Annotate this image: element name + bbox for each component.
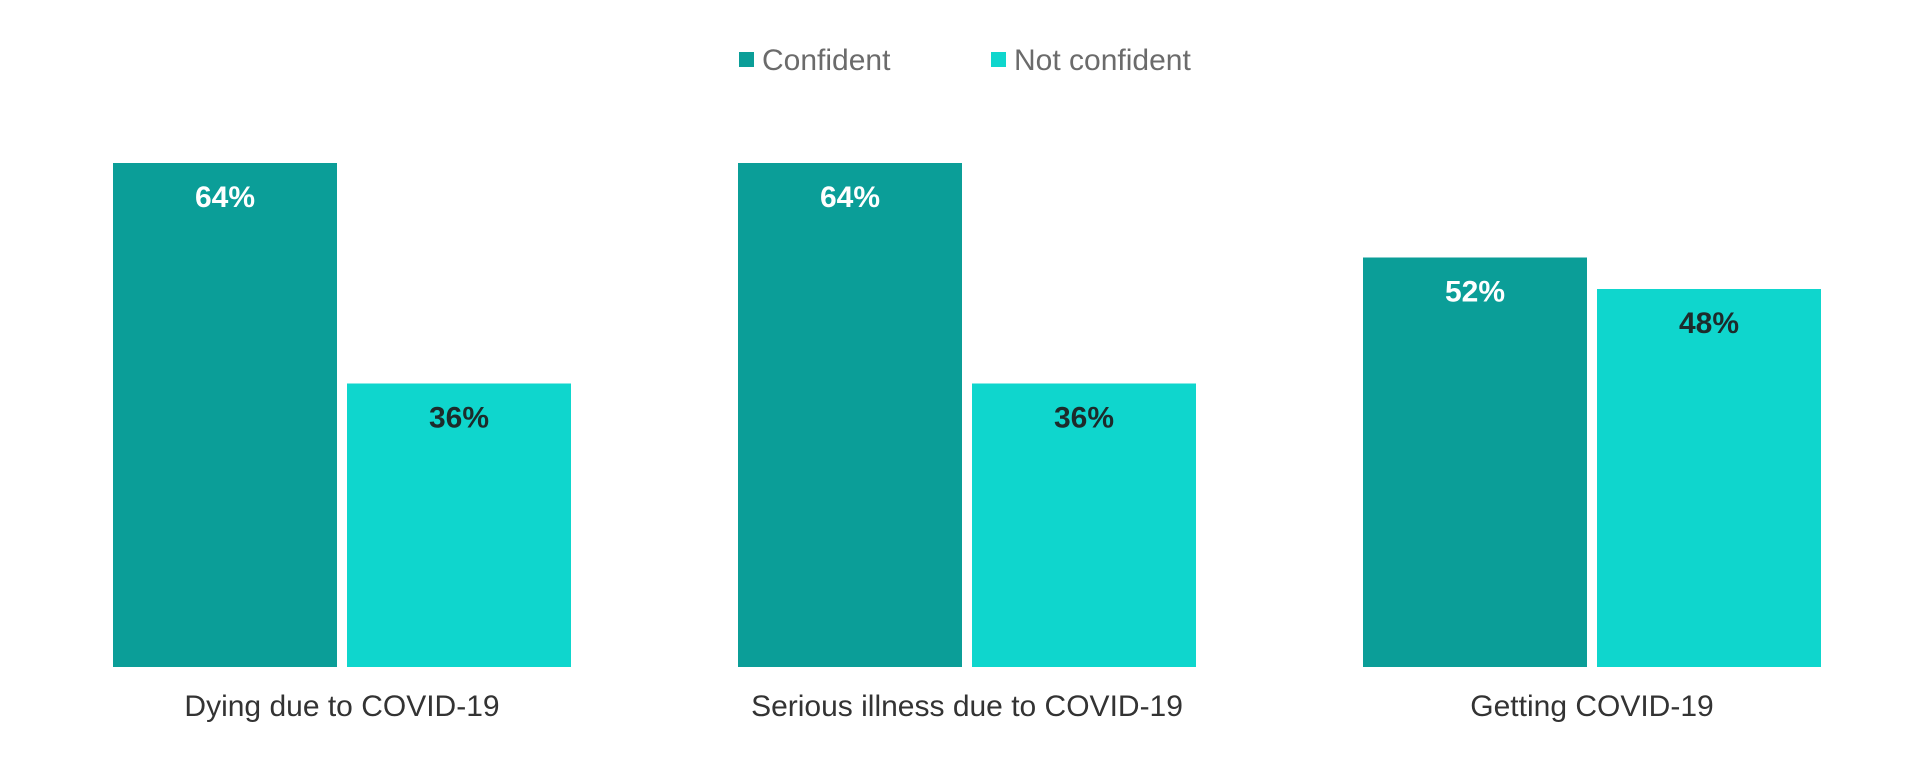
bars <box>113 163 1821 667</box>
category-labels: Dying due to COVID-19 Serious illness due… <box>184 690 1713 723</box>
data-label-not-confident-serious-illness-due-to-covid-19: 36% <box>1054 402 1114 435</box>
legend-label-not-confident: Not confident <box>1014 44 1191 77</box>
bar-not-confident-getting-covid-19 <box>1597 289 1821 667</box>
value-labels: 64% 36% 64% 36% 52% 48% <box>195 181 1739 435</box>
bar-not-confident-serious-illness-due-to-covid-19 <box>972 383 1196 667</box>
category-label-dying-due-to-covid-19: Dying due to COVID-19 <box>184 690 499 723</box>
data-label-confident-getting-covid-19: 52% <box>1445 276 1505 309</box>
legend: Confident Not confident <box>739 44 1191 77</box>
category-label-getting-covid-19: Getting COVID-19 <box>1470 690 1713 723</box>
data-label-confident-serious-illness-due-to-covid-19: 64% <box>820 181 880 214</box>
bar-confident-dying-due-to-covid-19 <box>113 163 337 667</box>
data-label-not-confident-dying-due-to-covid-19: 36% <box>429 402 489 435</box>
legend-swatch-confident <box>739 52 754 67</box>
bar-confident-serious-illness-due-to-covid-19 <box>738 163 962 667</box>
data-label-not-confident-getting-covid-19: 48% <box>1679 307 1739 340</box>
category-label-serious-illness-due-to-covid-19: Serious illness due to COVID-19 <box>751 690 1183 723</box>
bar-not-confident-dying-due-to-covid-19 <box>347 383 571 667</box>
data-label-confident-dying-due-to-covid-19: 64% <box>195 181 255 214</box>
bar-confident-getting-covid-19 <box>1363 257 1587 667</box>
legend-swatch-not-confident <box>991 52 1006 67</box>
legend-label-confident: Confident <box>762 44 891 77</box>
